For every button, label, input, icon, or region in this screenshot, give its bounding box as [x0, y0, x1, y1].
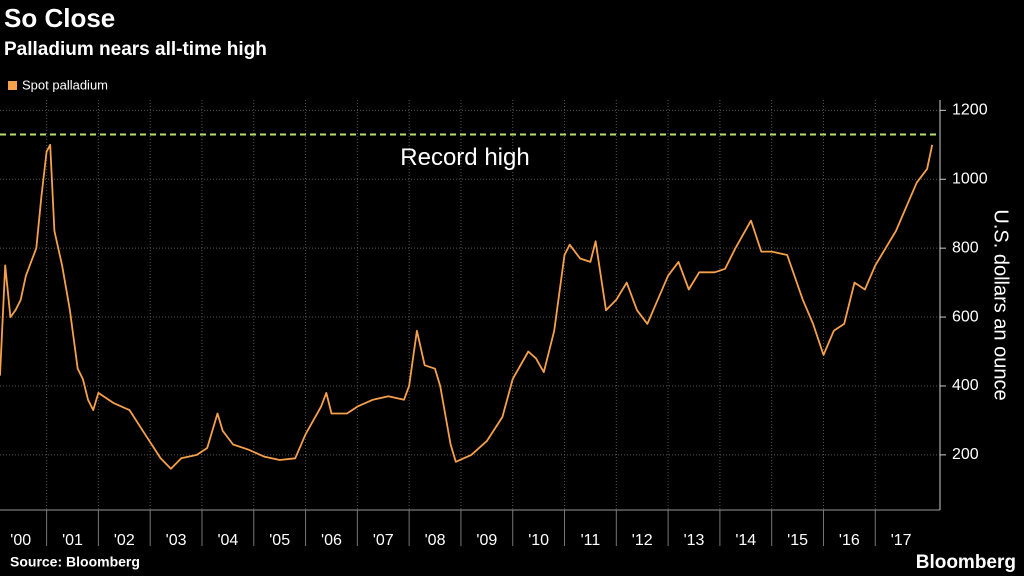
- legend-label: Spot palladium: [22, 77, 108, 92]
- x-tick-label: '07: [373, 532, 394, 549]
- x-tick-label: '08: [425, 532, 446, 549]
- x-tick-label: '12: [632, 532, 653, 549]
- x-tick-label: '01: [62, 532, 83, 549]
- y-tick-label: 1200: [952, 102, 988, 119]
- y-axis-label: U.S. dollars an ounce: [990, 209, 1012, 400]
- chart-title: So Close: [4, 3, 115, 33]
- y-tick-label: 1000: [952, 170, 988, 187]
- y-tick-label: 600: [952, 308, 979, 325]
- x-tick-label: '16: [839, 532, 860, 549]
- source: Source: Bloomberg: [10, 554, 140, 570]
- x-tick-label: '03: [166, 532, 187, 549]
- x-tick-label: '04: [217, 532, 238, 549]
- x-tick-label: '15: [787, 532, 808, 549]
- x-tick-label: '10: [528, 532, 549, 549]
- x-tick-label: '14: [735, 532, 756, 549]
- x-tick-label: '09: [476, 532, 497, 549]
- chart-subtitle: Palladium nears all-time high: [4, 39, 267, 60]
- x-tick-label: '06: [321, 532, 342, 549]
- x-tick-label: '05: [269, 532, 290, 549]
- x-tick-label: '00: [10, 532, 31, 549]
- x-tick-label: '13: [684, 532, 705, 549]
- y-tick-label: 400: [952, 377, 979, 394]
- x-tick-label: '11: [581, 532, 601, 549]
- y-tick-label: 200: [952, 446, 979, 463]
- x-tick-label: '17: [891, 532, 912, 549]
- data-line: [0, 143, 934, 470]
- y-tick-label: 800: [952, 239, 979, 256]
- legend-swatch: [8, 81, 17, 90]
- record-label: Record high: [400, 144, 529, 171]
- brand: Bloomberg: [916, 552, 1016, 573]
- x-tick-label: '02: [114, 532, 135, 549]
